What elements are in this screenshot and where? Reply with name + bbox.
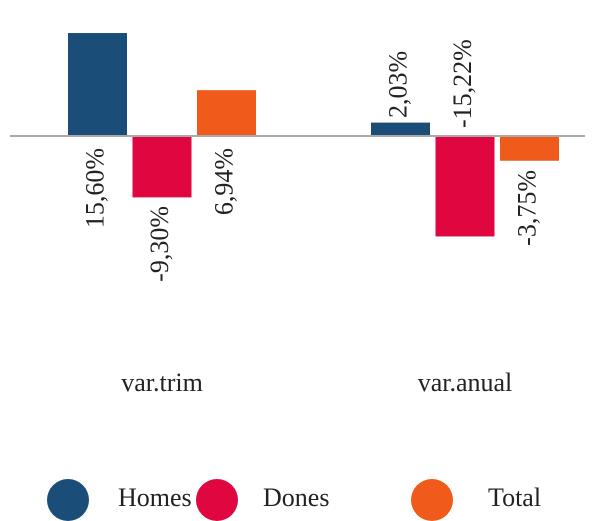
data-label: -3,75% [512,170,541,246]
bar [68,33,127,136]
legend-label: Total [488,483,541,512]
bar [435,136,495,237]
legend-swatch [411,479,453,521]
bar [500,136,559,161]
bar [197,90,256,136]
data-label: 6,94% [209,148,238,215]
data-label: -15,22% [448,39,477,128]
data-label: 2,03% [383,51,412,118]
legend-swatch [47,479,89,521]
legend-label: Homes [118,483,192,512]
x-tick-label: var.anual [418,368,513,397]
legend-swatch [196,479,238,521]
data-label: 15,60% [80,148,109,228]
bar [132,136,192,198]
legend-label: Dones [263,483,329,512]
bar [371,122,430,136]
x-tick-label: var.trim [121,368,203,397]
data-label: -9,30% [145,206,174,282]
